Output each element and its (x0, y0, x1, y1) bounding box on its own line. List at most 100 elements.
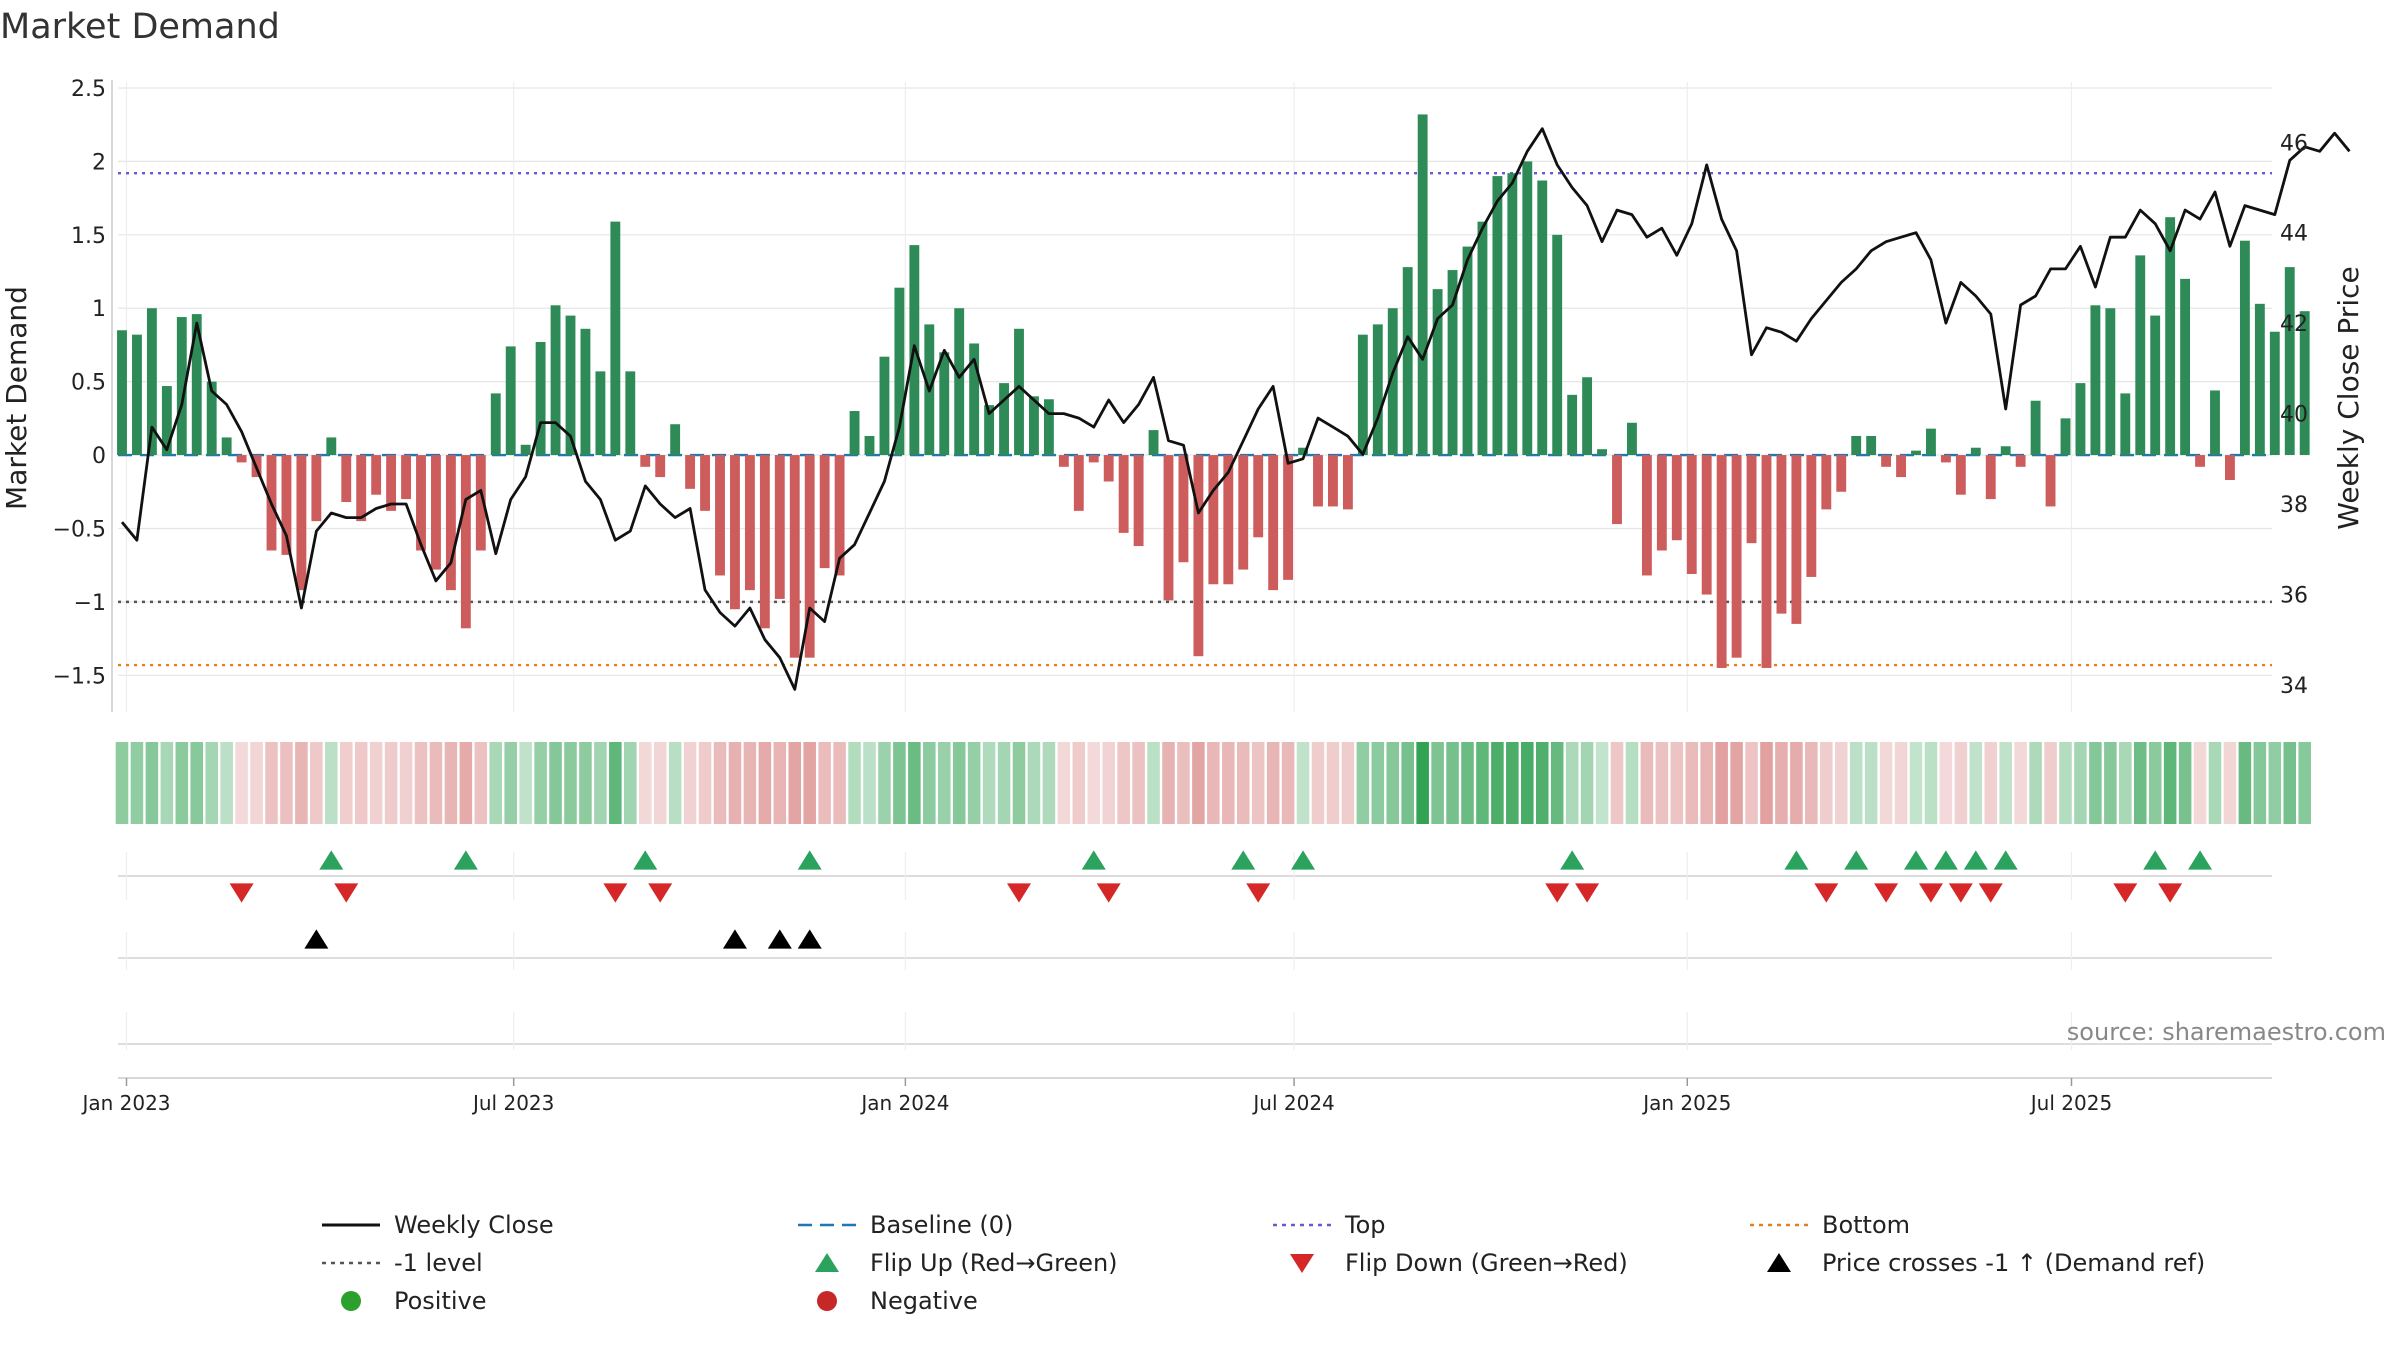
demand-bar (2254, 303, 2265, 456)
heat-cell (519, 742, 532, 824)
heat-cell (1999, 742, 2012, 824)
legend-label: Flip Up (Red→Green) (870, 1249, 1118, 1277)
heat-cell (2119, 742, 2132, 824)
heat-cell (1446, 742, 1459, 824)
demand-bar (475, 455, 486, 551)
demand-bar (1268, 455, 1279, 591)
heat-cell (2283, 742, 2297, 824)
legend-item: -1 level (322, 1249, 483, 1277)
heat-cell (1251, 742, 1265, 824)
heat-cell (1685, 742, 1699, 824)
demand-bar (999, 383, 1009, 456)
demand-bar (1118, 455, 1129, 533)
heat-cell (1745, 742, 1758, 824)
flip-down-marker (1918, 883, 1943, 903)
heat-cell (145, 742, 159, 824)
heat-cell (1147, 742, 1160, 824)
demand-bar (1671, 455, 1682, 541)
demand-bar (2239, 240, 2250, 456)
heat-cell (893, 742, 906, 824)
demand-bar (954, 308, 965, 456)
heat-cell (474, 742, 488, 824)
weekly-close-line (120, 127, 2351, 691)
flip-down-marker (1096, 883, 1121, 903)
demand-bar (1178, 455, 1189, 563)
demand-bar (1058, 455, 1069, 467)
demand-bar (610, 221, 621, 456)
heat-cell (2238, 742, 2252, 824)
heat-cell (1565, 742, 1579, 824)
demand-bar (1432, 289, 1443, 456)
heat-cell (1117, 742, 1130, 824)
heat-cell (1640, 742, 1654, 824)
heat-cell (833, 742, 846, 824)
demand-bar (445, 455, 456, 591)
demand-bar (1612, 455, 1622, 525)
demand-bar (1283, 455, 1294, 580)
demand-bar (1238, 455, 1249, 570)
heat-cell (788, 742, 802, 824)
demand-bar (774, 455, 785, 599)
heat-cell (1356, 742, 1370, 824)
flip-down-marker (1545, 883, 1570, 903)
y-tick-label: 1.5 (71, 224, 106, 249)
heat-cell (1535, 742, 1549, 824)
flip-down-marker (229, 883, 254, 903)
y2-axis-label: Weekly Close Price (2332, 266, 2365, 529)
demand-bar (969, 343, 980, 456)
heat-cell (1595, 742, 1609, 824)
heat-cell (1371, 742, 1385, 824)
heat-cell (1401, 742, 1414, 824)
heat-cell (743, 742, 757, 824)
demand-bar (326, 437, 337, 456)
legend: Weekly Close Baseline (0) Top Bottom -1 leve… (322, 1211, 2205, 1315)
demand-bar (1582, 377, 1593, 456)
demand-bar (1746, 455, 1757, 544)
y-axis-label: Market Demand (0, 286, 33, 510)
y-tick-label: 0 (92, 444, 106, 469)
demand-bar (1088, 455, 1099, 463)
heat-cell (1207, 742, 1220, 824)
demand-bar (730, 455, 740, 610)
heat-cell (2074, 742, 2087, 824)
heat-cell (1655, 742, 1669, 824)
heat-cell (1027, 742, 1041, 824)
heat-cell (2133, 742, 2147, 824)
demand-bar (1133, 455, 1144, 547)
heat-cell (1311, 742, 1325, 824)
legend-label: Price crosses -1 ↑ (Demand ref) (1822, 1249, 2205, 1277)
flip-up-marker (1560, 850, 1585, 870)
heat-cell (848, 742, 861, 824)
demand-bar (1627, 422, 1637, 456)
heat-cell (1834, 742, 1848, 824)
demand-bar (1686, 455, 1697, 574)
demand-bar (401, 455, 411, 500)
legend-item: Positive (341, 1287, 487, 1315)
demand-bar (759, 455, 770, 629)
demand-bar (1492, 176, 1503, 456)
legend-item: Baseline (0) (798, 1211, 1013, 1239)
demand-bar (520, 444, 531, 456)
demand-bar (1970, 447, 1981, 456)
y-tick-label: 2 (92, 150, 106, 175)
demand-bar (2299, 311, 2310, 456)
demand-bar (2150, 315, 2161, 456)
heat-cell (549, 742, 562, 824)
heat-cell (534, 742, 547, 824)
demand-bar (431, 455, 441, 570)
legend-label: Baseline (0) (870, 1211, 1013, 1239)
heat-cell (2089, 742, 2102, 824)
demand-bar (834, 455, 845, 576)
demand-bar (1417, 114, 1428, 456)
heat-cell (205, 742, 218, 824)
demand-bar (460, 455, 471, 629)
demand-bar (1716, 455, 1727, 668)
price-cross-marker (304, 929, 329, 949)
demand-bar (1866, 435, 1877, 456)
heat-cell (1820, 742, 1833, 824)
heat-cell (1715, 742, 1728, 824)
heat-cell (997, 742, 1011, 824)
demand-bar (595, 371, 606, 456)
flip-down-marker (1874, 883, 1899, 903)
legend-swatch (817, 1291, 837, 1311)
